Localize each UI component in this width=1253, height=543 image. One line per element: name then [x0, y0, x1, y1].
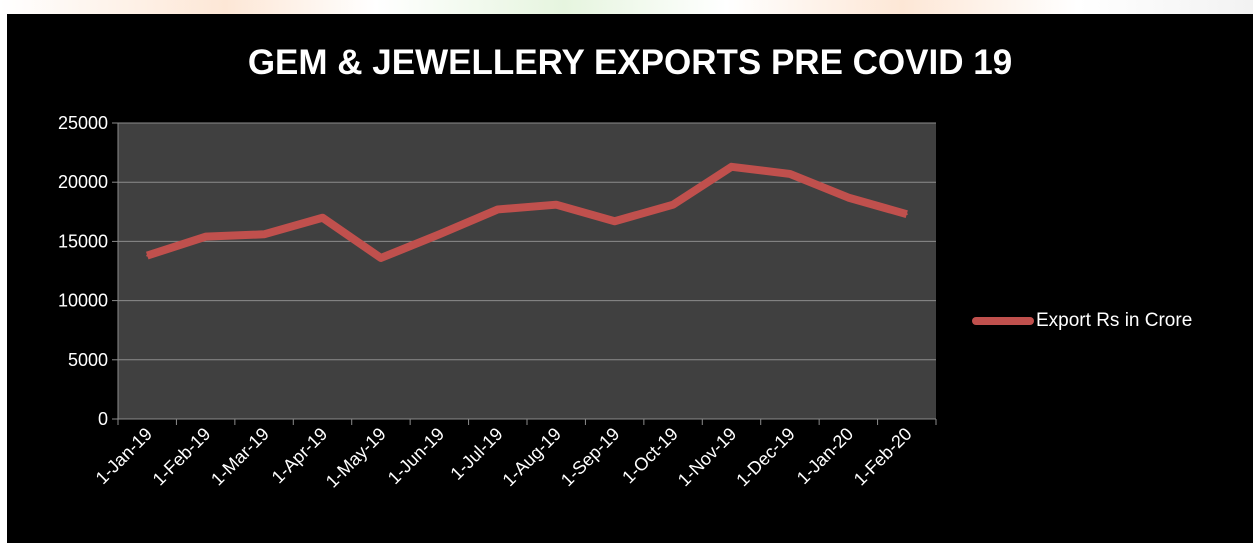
data-point — [379, 256, 382, 259]
x-tick-label: 1-Jan-19 — [92, 424, 156, 488]
data-point — [905, 213, 908, 216]
data-point — [555, 203, 558, 206]
x-tick-label: 1-Mar-19 — [207, 424, 273, 490]
data-point — [788, 172, 791, 175]
legend-label: Export Rs in Crore — [1036, 310, 1193, 331]
x-tick-label: 1-Feb-20 — [850, 424, 916, 490]
data-point — [613, 220, 616, 223]
data-point — [730, 165, 733, 168]
data-point — [321, 216, 324, 219]
x-tick-label: 1-Sep-19 — [557, 424, 624, 491]
x-tick-label: 1-Jan-20 — [793, 424, 857, 488]
y-tick-label: 20000 — [58, 172, 108, 192]
x-tick-label: 1-Aug-19 — [499, 424, 566, 491]
data-point — [263, 233, 266, 236]
legend: Export Rs in Crore — [972, 308, 1192, 334]
legend-swatch — [972, 317, 1034, 325]
top-decorative-strip — [0, 0, 1253, 14]
x-tick-label: 1-Oct-19 — [618, 424, 682, 488]
data-point — [496, 208, 499, 211]
y-tick-label: 0 — [98, 409, 108, 429]
data-point — [438, 233, 441, 236]
x-tick-label: 1-Nov-19 — [674, 424, 740, 490]
data-point — [204, 235, 207, 238]
x-tick-label: 1-May-19 — [322, 424, 390, 492]
y-tick-label: 10000 — [58, 291, 108, 311]
series-line — [145, 162, 908, 262]
plot-area — [118, 123, 936, 419]
chart-area: GEM & JEWELLERY EXPORTS PRE COVID 19 0 50… — [7, 14, 1253, 543]
chart-title: GEM & JEWELLERY EXPORTS PRE COVID 19 — [247, 43, 1013, 82]
x-tick-label: 1-Jun-19 — [384, 424, 448, 488]
x-tick-label: 1-Feb-19 — [149, 424, 215, 490]
y-tick-label: 25000 — [58, 113, 108, 133]
data-point — [672, 203, 675, 206]
data-point — [847, 196, 850, 199]
data-point — [146, 254, 149, 257]
line-chart: 0 5000 10000 15000 20000 25000 1-Jan-191-Feb-1… — [58, 113, 937, 492]
y-tick-label: 15000 — [58, 231, 108, 251]
x-tick-label: 1-Dec-19 — [732, 424, 798, 490]
y-tick-label: 5000 — [68, 350, 108, 370]
x-tick-label: 1-Jul-19 — [446, 424, 506, 484]
